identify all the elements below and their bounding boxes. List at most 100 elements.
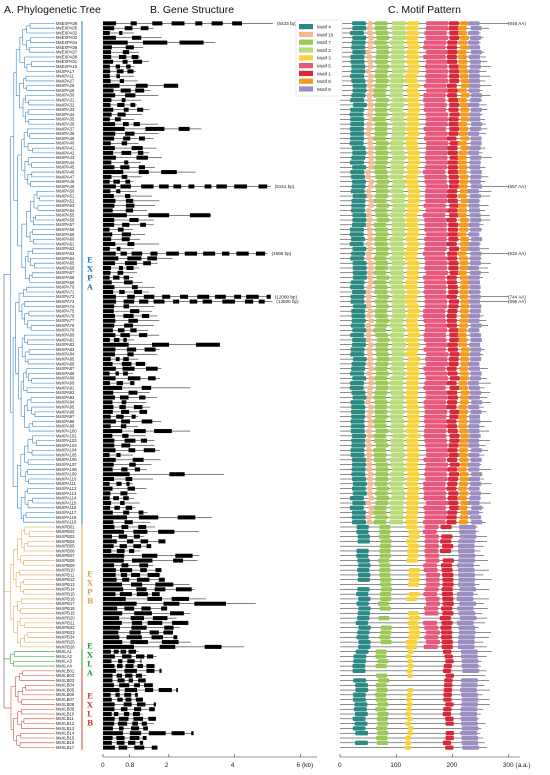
- motif-block: [406, 179, 419, 184]
- motif-block: [457, 169, 467, 175]
- motif-block: [367, 26, 373, 31]
- motif-block: [376, 486, 390, 491]
- motif-block: [376, 716, 388, 721]
- motif-block: [351, 515, 366, 520]
- motif-block: [425, 577, 440, 582]
- legend-swatch: [299, 63, 313, 69]
- motif-block: [352, 481, 367, 486]
- gene-label: MsXPA66: [56, 265, 75, 270]
- phylogenetic-tree: [3, 23, 55, 748]
- motif-block: [406, 707, 412, 712]
- motif-block: [407, 198, 420, 204]
- motif-block: [460, 649, 478, 654]
- motif-block: [368, 145, 374, 151]
- motif-block: [376, 203, 390, 208]
- gene-label: MsXPA61: [56, 241, 75, 246]
- motif-block: [352, 217, 367, 223]
- motif-block: [375, 361, 389, 367]
- motif-block: [442, 582, 454, 587]
- motif-block: [367, 40, 374, 45]
- exon: [103, 515, 127, 520]
- motif-block: [374, 313, 388, 319]
- exon: [103, 366, 116, 371]
- motif-block: [460, 117, 470, 122]
- motif-block: [405, 237, 418, 242]
- motif-block: [406, 668, 413, 674]
- motif-block: [365, 337, 372, 343]
- motif-block: [468, 500, 480, 506]
- motif-block: [407, 731, 413, 736]
- exon: [120, 649, 127, 654]
- gene-length-label: (12080 bp): [275, 294, 298, 299]
- motif-block: [405, 280, 418, 285]
- motif-block: [470, 409, 482, 415]
- motif-block: [350, 424, 365, 429]
- motif-block: [407, 472, 420, 477]
- motif-block: [469, 155, 482, 160]
- motif-block: [425, 596, 440, 602]
- exon: [120, 88, 131, 93]
- gene-label: MsXPA104: [56, 448, 77, 453]
- motif-block: [392, 203, 407, 208]
- gene-label: MsXPA112: [56, 486, 77, 491]
- motif-block: [405, 88, 419, 93]
- exon: [115, 64, 121, 69]
- motif-block: [350, 428, 365, 434]
- motif-block: [425, 189, 448, 194]
- motif-block: [447, 448, 458, 453]
- exon: [103, 170, 124, 175]
- motif-block: [470, 107, 482, 112]
- exon: [133, 529, 148, 534]
- motif-block: [467, 40, 480, 45]
- motif-block: [368, 380, 375, 386]
- exon: [103, 208, 113, 213]
- exon: [103, 323, 115, 328]
- exon: [133, 716, 144, 721]
- motif-block: [390, 160, 405, 165]
- motif-block: [424, 534, 439, 539]
- motif-block: [459, 222, 469, 227]
- motif-block: [446, 419, 457, 424]
- motif-block: [352, 356, 367, 362]
- motif-block: [380, 577, 392, 582]
- exon: [103, 443, 115, 448]
- exon: [103, 596, 126, 601]
- exon: [124, 520, 133, 525]
- motif-block: [366, 452, 373, 458]
- exon: [119, 78, 124, 83]
- motif-block: [445, 735, 454, 741]
- exon: [124, 606, 135, 611]
- exon: [103, 150, 114, 155]
- motif-block: [352, 692, 366, 698]
- exon: [126, 64, 131, 69]
- motif-block: [389, 385, 404, 391]
- motif-block: [407, 121, 420, 127]
- exon: [103, 429, 123, 434]
- exon: [195, 21, 203, 26]
- gene-label: MsXPA94: [56, 400, 75, 405]
- motif-block: [425, 198, 448, 204]
- motif-block: [456, 606, 474, 611]
- motif-block: [408, 572, 420, 578]
- motif-block: [352, 26, 367, 31]
- motif-block: [349, 112, 364, 117]
- motif-block: [469, 256, 481, 261]
- exon: [103, 587, 124, 592]
- motif-block: [458, 524, 476, 530]
- motif-block: [351, 93, 366, 98]
- motif-block: [375, 150, 389, 156]
- motif-block: [365, 174, 372, 180]
- motif-block: [424, 409, 448, 415]
- motif-block: [366, 361, 373, 367]
- motif-block: [375, 174, 389, 180]
- exon: [124, 323, 134, 328]
- motif-block: [374, 107, 388, 112]
- exon: [120, 491, 128, 496]
- motif-block: [424, 424, 448, 429]
- exon: [113, 496, 119, 501]
- motif-block: [424, 472, 447, 477]
- motif-block: [349, 241, 364, 247]
- motif-block: [356, 635, 369, 640]
- motif-block: [461, 735, 479, 741]
- motif-block: [460, 707, 478, 712]
